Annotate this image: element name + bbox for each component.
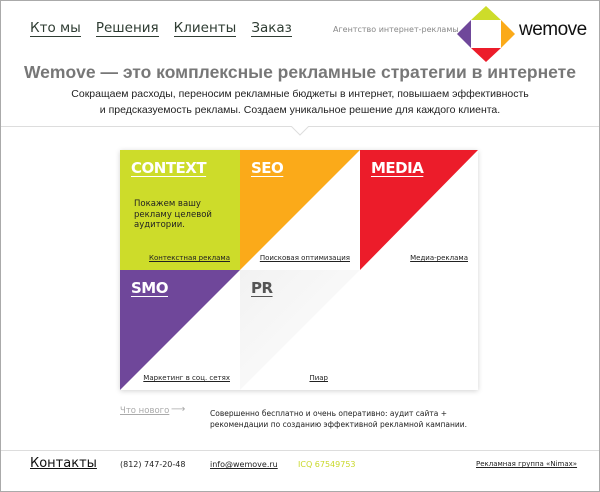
service-description: Покажем вашу рекламу целевой аудитории. (134, 199, 212, 230)
smo-triangle (120, 270, 240, 390)
lead-text: Сокращаем расходы, переносим рекламные б… (0, 86, 600, 118)
footer-divider (1, 450, 599, 451)
service-title[interactable]: PR (251, 279, 273, 297)
divider-notch (291, 126, 309, 136)
nav-clients[interactable]: Клиенты (173, 20, 237, 37)
lead-line-2: и предсказуемость рекламы. Создаем уника… (99, 104, 501, 116)
contacts-link[interactable]: Контакты (30, 456, 97, 471)
nimax-group-link[interactable]: Рекламная группа «Nimax» (476, 460, 578, 468)
media-triangle (360, 150, 478, 270)
main-nav: Кто мы Решения Клиенты Заказ (30, 21, 292, 37)
whats-new-link[interactable]: Что нового (120, 406, 170, 416)
services-grid: CONTEXT Покажем вашу рекламу целевой ауд… (120, 150, 478, 390)
brand-name[interactable]: wemove (519, 19, 587, 40)
service-title[interactable]: MEDIA (371, 159, 424, 177)
nav-order[interactable]: Заказ (251, 20, 292, 37)
pr-triangle (240, 270, 360, 390)
service-pr[interactable]: PR Пиар (240, 270, 360, 390)
email-link[interactable]: info@wemove.ru (210, 460, 278, 469)
service-link[interactable]: Пиар (309, 374, 328, 382)
page-headline: Wemove — это комплексные рекламные страт… (23, 62, 576, 82)
service-context[interactable]: CONTEXT Покажем вашу рекламу целевой ауд… (120, 150, 240, 270)
service-title[interactable]: SEO (251, 159, 284, 177)
service-link[interactable]: Поисковая оптимизация (259, 254, 350, 262)
service-link[interactable]: Маркетинг в соц. сетях (143, 374, 230, 382)
service-seo[interactable]: SEO Поисковая оптимизация (240, 150, 360, 270)
service-title[interactable]: CONTEXT (131, 159, 207, 177)
service-title[interactable]: SMO (131, 279, 168, 297)
agency-tagline: Агентство интернет-рекламы (333, 25, 459, 34)
news-text: Совершенно бесплатно и очень оперативно:… (210, 409, 468, 429)
lead-line-1: Сокращаем расходы, переносим рекламные б… (71, 88, 529, 100)
service-link[interactable]: Контекстная реклама (149, 254, 230, 262)
nav-about[interactable]: Кто мы (30, 20, 81, 37)
service-smo[interactable]: SMO Маркетинг в соц. сетях (120, 270, 240, 390)
phone-number: (812) 747-20-48 (120, 460, 186, 469)
service-media[interactable]: MEDIA Медиа-реклама (360, 150, 478, 270)
wemove-logo-icon[interactable] (455, 6, 517, 62)
service-link[interactable]: Медиа-реклама (410, 254, 468, 262)
arrow-right-icon: ⟶ (171, 404, 186, 415)
nav-solutions[interactable]: Решения (95, 20, 159, 37)
icq-number: ICQ 67549753 (298, 460, 356, 469)
seo-triangle (240, 150, 360, 270)
